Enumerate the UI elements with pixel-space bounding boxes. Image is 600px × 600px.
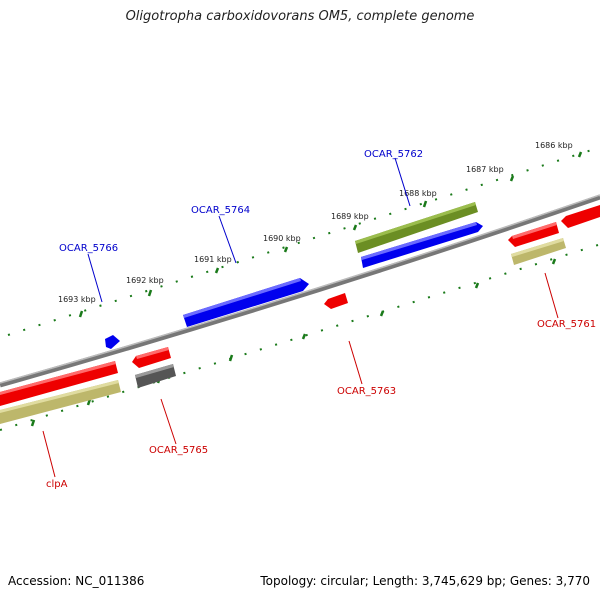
gene-ocar-5764-feature[interactable] <box>183 278 309 327</box>
gene-ocar-5762-feature-shade <box>361 222 477 260</box>
kbp-label: 1689 kbp <box>331 212 369 221</box>
gene-ocar-5761-feature-2[interactable] <box>561 205 600 228</box>
gene-label-clpa[interactable]: clpA <box>46 479 68 490</box>
kbp-label: 1693 kbp <box>58 295 96 304</box>
gene-ocar-5765-feature[interactable] <box>132 347 171 368</box>
gene-label-ocar-5765[interactable]: OCAR_5765 <box>149 445 208 456</box>
genome-backbone-highlight <box>0 194 600 384</box>
gray-feature-shade <box>135 364 174 378</box>
gene-ocar-5763-feature[interactable] <box>324 293 348 309</box>
gene-ocar-5762-feature[interactable] <box>361 222 483 268</box>
kbp-label: 1691 kbp <box>194 255 232 264</box>
olive-feature[interactable] <box>355 202 478 253</box>
gray-feature[interactable] <box>135 364 176 388</box>
kbp-label: 1688 kbp <box>399 189 437 198</box>
gene-clpa-feature[interactable] <box>0 361 118 406</box>
tan-feature-right-shade <box>511 238 564 257</box>
genome-summary-text: Topology: circular; Length: 3,745,629 bp… <box>260 574 590 588</box>
tan-feature-right[interactable] <box>511 238 566 265</box>
gene-label-ocar-5766[interactable]: OCAR_5766 <box>59 243 118 254</box>
olive-feature-shade <box>355 202 476 244</box>
gene-ocar-5765-feature-shade <box>136 347 169 359</box>
gene-ocar-5761-feature-1-shade <box>512 222 557 239</box>
major-ticks <box>30 151 583 427</box>
tan-feature-left-shade <box>0 380 119 413</box>
accession-text: Accession: NC_011386 <box>8 574 145 588</box>
gene-ocar-5764-feature-shade <box>183 278 301 318</box>
genome-backbone <box>0 194 600 388</box>
gene-label-ocar-5761[interactable]: OCAR_5761 <box>537 319 596 330</box>
label-leaders <box>42 157 559 478</box>
kbp-label: 1687 kbp <box>466 165 504 174</box>
gene-ocar-5766-feature[interactable] <box>105 335 120 349</box>
kbp-label: 1690 kbp <box>263 234 301 243</box>
kbp-label: 1686 kbp <box>535 141 573 150</box>
gene-label-ocar-5764[interactable]: OCAR_5764 <box>191 205 250 216</box>
tan-feature-left[interactable] <box>0 380 121 424</box>
gene-label-ocar-5763[interactable]: OCAR_5763 <box>337 386 396 397</box>
map-title: Oligotropha carboxidovorans OM5, complet… <box>125 9 475 24</box>
gene-clpa-feature-shade <box>0 361 116 395</box>
gene-label-ocar-5762[interactable]: OCAR_5762 <box>364 149 423 160</box>
kbp-label: 1692 kbp <box>126 276 164 285</box>
